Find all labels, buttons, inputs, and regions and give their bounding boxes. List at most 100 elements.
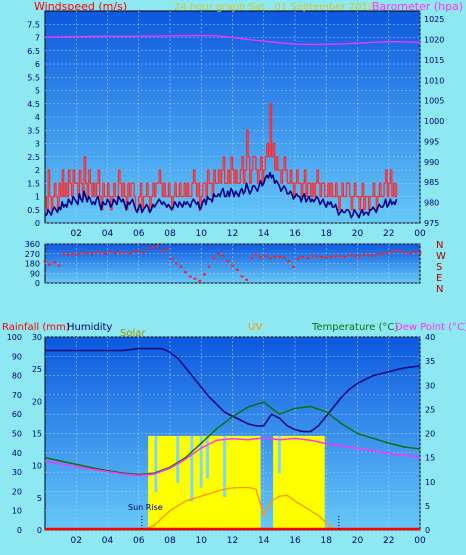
- direction-point: [371, 254, 375, 257]
- direction-point: [249, 257, 253, 260]
- direction-point: [132, 250, 136, 253]
- direction-point: [76, 253, 80, 256]
- wind-y-tick-label: 0.5: [27, 206, 40, 215]
- x-tick-label: 20: [352, 229, 364, 239]
- direction-point: [127, 252, 131, 255]
- x-tick-label: 04: [102, 229, 114, 239]
- wind-y-tick-label: 7.5: [27, 20, 40, 29]
- rain-y-tick-label: 5: [37, 494, 42, 503]
- direction-point: [366, 254, 370, 257]
- direction-point: [95, 251, 99, 254]
- baro-y-tick-label: 985: [424, 178, 439, 187]
- direction-point: [184, 271, 188, 274]
- x-tick-label: 04: [102, 536, 114, 546]
- wind-y-tick-label: 1.5: [27, 179, 40, 188]
- direction-point: [409, 252, 413, 255]
- direction-point: [52, 261, 56, 264]
- compass-label: N: [436, 284, 443, 295]
- baro-y-tick-label: 990: [424, 158, 439, 167]
- humidity-y-tick-label: 0: [17, 526, 22, 535]
- compass-label: W: [436, 251, 446, 262]
- wind-y-tick-label: 4: [35, 113, 40, 122]
- direction-point: [399, 251, 403, 254]
- rain-y-tick-label: 30: [32, 333, 42, 342]
- wind-y-tick-label: 2.5: [27, 153, 40, 162]
- direction-point: [113, 252, 117, 255]
- solar-gap: [190, 435, 194, 502]
- chart-title: 24 hour graph Sat , 01 September 2012: [174, 2, 374, 13]
- dew-point-line: [44, 437, 421, 477]
- humidity-y-tick-label: 10: [12, 507, 22, 516]
- baro-y-tick-label: 1025: [424, 15, 444, 24]
- x-tick-label: 16: [289, 536, 301, 546]
- direction-point: [357, 255, 361, 258]
- wind-y-tick-label: 6.5: [27, 47, 40, 56]
- humidity-y-tick-label: 60: [12, 410, 22, 419]
- temp-y-tick-label: 40: [425, 333, 435, 342]
- wind-y-tick-label: 6: [35, 60, 40, 69]
- rain-y-tick-label: 10: [32, 462, 42, 471]
- direction-point: [212, 257, 216, 260]
- direction-point: [385, 252, 389, 255]
- direction-y-tick-label: 360: [25, 240, 40, 249]
- baro-y-tick-label: 1000: [424, 117, 444, 126]
- solar-series: [148, 435, 325, 530]
- temp-y-tick-label: 5: [425, 502, 430, 511]
- direction-point: [202, 273, 206, 276]
- solar-gap: [176, 435, 180, 483]
- direction-point: [156, 245, 159, 248]
- direction-point: [160, 250, 164, 253]
- wind-y-tick-label: 1: [35, 193, 40, 202]
- windspeed-label: Windspeed (m/s): [34, 0, 127, 13]
- direction-point: [263, 254, 267, 257]
- temp-y-tick-label: 35: [425, 357, 435, 366]
- direction-point: [338, 255, 342, 258]
- direction-point: [85, 252, 89, 255]
- direction-point: [71, 252, 75, 255]
- x-tick-label: 02: [71, 229, 82, 239]
- x-tick-label: 10: [196, 536, 208, 546]
- x-tick-label: 14: [258, 229, 270, 239]
- x-tick-label: 00: [414, 536, 426, 546]
- x-tick-label: 16: [289, 229, 301, 239]
- direction-y-tick-label: 180: [25, 260, 40, 269]
- baro-y-tick-label: 1010: [424, 76, 444, 85]
- wind-y-tick-label: 0: [35, 219, 40, 228]
- solar-gap: [205, 435, 209, 479]
- direction-point: [207, 265, 211, 268]
- direction-point: [306, 257, 309, 260]
- direction-point: [99, 251, 103, 254]
- direction-point: [151, 246, 155, 249]
- humidity-y-tick-label: 50: [12, 430, 22, 439]
- x-tick-label: 18: [321, 536, 333, 546]
- series-lines: [43, 34, 422, 531]
- direction-point: [170, 258, 174, 261]
- direction-point: [43, 260, 47, 263]
- baro-y-tick-label: 1015: [424, 56, 444, 65]
- direction-point: [418, 251, 422, 254]
- direction-point: [193, 277, 197, 280]
- x-tick-label: 12: [227, 536, 238, 546]
- direction-point: [395, 249, 399, 252]
- humidity-y-tick-label: 70: [12, 391, 22, 400]
- direction-point: [90, 252, 94, 255]
- direction-point: [118, 251, 122, 254]
- rain-y-tick-label: 25: [32, 365, 42, 374]
- humidity-label: Humidity: [67, 322, 112, 333]
- solar-label: Solar: [120, 328, 146, 339]
- rain-y-tick-label: 15: [32, 430, 42, 439]
- compass-label: N: [436, 240, 443, 251]
- direction-point: [320, 256, 324, 258]
- direction-point: [287, 260, 291, 263]
- direction-point: [334, 254, 338, 257]
- baro-y-tick-label: 1020: [424, 36, 444, 45]
- direction-point: [282, 256, 286, 259]
- wind-average-line: [45, 171, 398, 219]
- wind-y-tick-label: 3.5: [27, 126, 40, 135]
- uv-label: UV: [248, 322, 262, 333]
- direction-point: [324, 256, 328, 259]
- direction-point: [198, 279, 202, 282]
- temp-y-tick-label: 15: [425, 454, 435, 463]
